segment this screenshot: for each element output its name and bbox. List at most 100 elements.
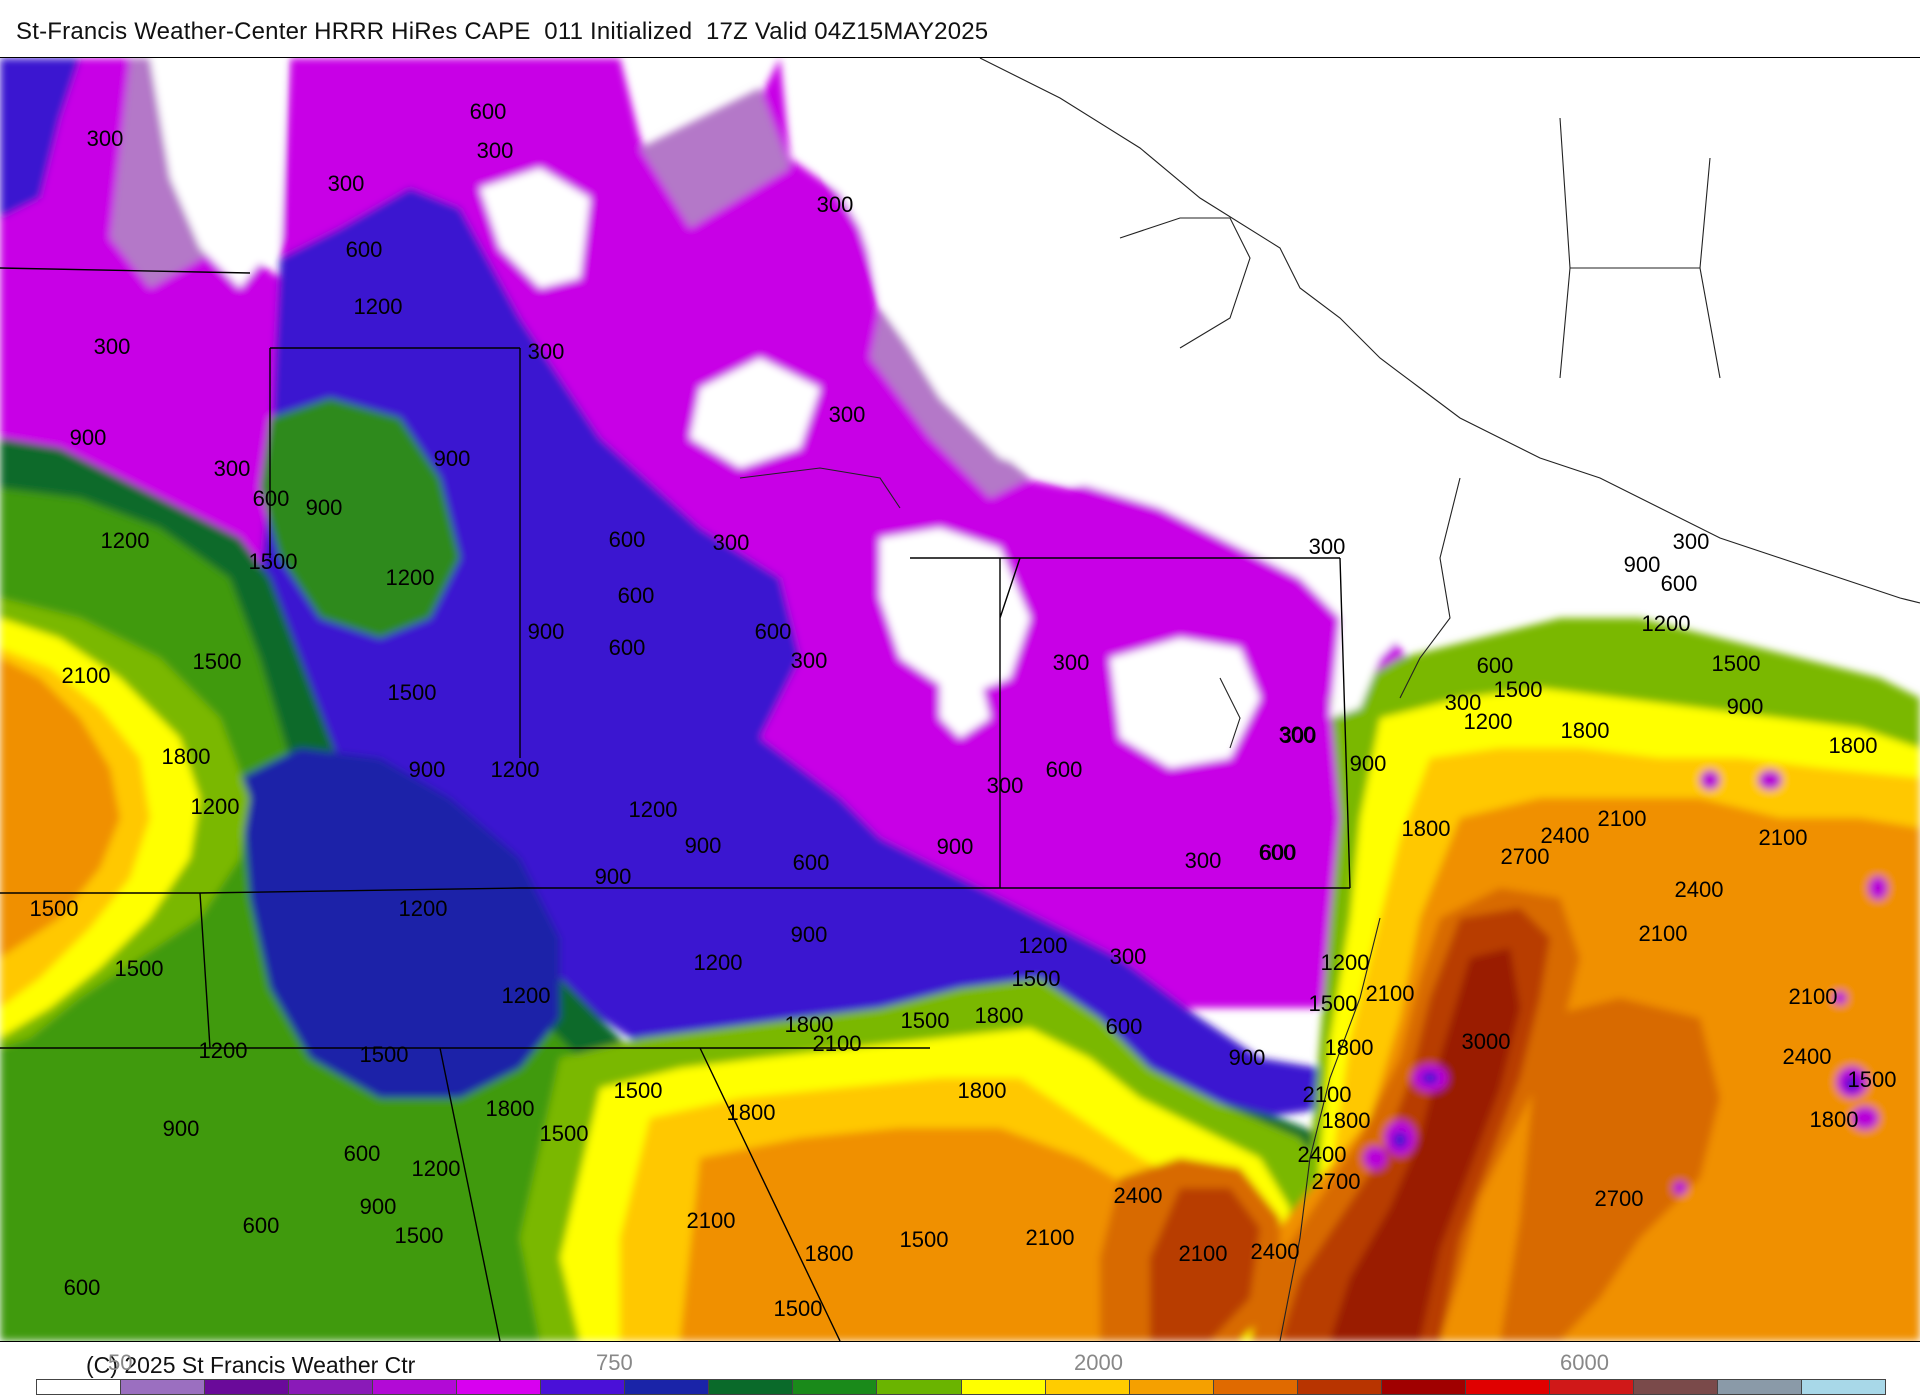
- contour-label: 2100: [1639, 921, 1688, 946]
- contour-label: 2700: [1595, 1186, 1644, 1211]
- contour-label: 1500: [774, 1296, 823, 1321]
- contour-label: 900: [409, 757, 446, 782]
- contour-label: 600: [1260, 840, 1297, 865]
- colorbar-swatch: [1045, 1380, 1130, 1394]
- contour-label: 1500: [614, 1078, 663, 1103]
- contour-label: 2700: [1501, 844, 1550, 869]
- contour-label: 2400: [1783, 1044, 1832, 1069]
- contour-label: 300: [1309, 534, 1346, 559]
- contour-label: 600: [1477, 653, 1514, 678]
- contour-label: 1500: [1848, 1067, 1897, 1092]
- cape-band-green-hills: [260, 398, 460, 638]
- contour-label: 300: [477, 138, 514, 163]
- contour-label: 300: [1279, 722, 1316, 747]
- contour-label: 300: [713, 530, 750, 555]
- contour-label: 300: [94, 334, 131, 359]
- colorbar-swatch: [709, 1380, 794, 1394]
- contour-label: 1800: [1322, 1108, 1371, 1133]
- colorbar-swatch: [1633, 1380, 1718, 1394]
- contour-label: 300: [987, 773, 1024, 798]
- colorbar-swatch: [1717, 1380, 1802, 1394]
- contour-label: 900: [685, 833, 722, 858]
- contour-label: 600: [755, 619, 792, 644]
- contour-label: 1800: [975, 1003, 1024, 1028]
- contour-label: 900: [791, 922, 828, 947]
- contour-label: 900: [1624, 552, 1661, 577]
- contour-label: 600: [470, 99, 507, 124]
- colorbar-swatch: [1801, 1380, 1886, 1394]
- contour-label: 2100: [1179, 1241, 1228, 1266]
- cape-band-blue: [0, 58, 1330, 1118]
- contour-label: 2100: [62, 663, 111, 688]
- colorbar-row: (C) 2025 St Francis Weather Ctr 50 750 2…: [0, 1340, 1920, 1400]
- contour-label: 2100: [687, 1208, 736, 1233]
- contour-label: 2400: [1251, 1239, 1300, 1264]
- copyright: (C) 2025 St Francis Weather Ctr: [86, 1352, 416, 1378]
- contour-label: 2100: [813, 1031, 862, 1056]
- contour-label: 600: [609, 527, 646, 552]
- contour-label: 600: [618, 583, 655, 608]
- cape-map[interactable]: 300 600 300 300 600 300 1200 300 300 300 900 300 900…: [0, 57, 1920, 1342]
- contour-label: 600: [64, 1275, 101, 1300]
- geography-outlines: [0, 58, 1920, 1341]
- contour-label: 600: [243, 1213, 280, 1238]
- contour-label: 1200: [386, 565, 435, 590]
- colorbar-swatch: [1549, 1380, 1634, 1394]
- contour-label: 1800: [727, 1100, 776, 1125]
- contour-label: 1800: [1810, 1107, 1859, 1132]
- contour-label: 1500: [395, 1223, 444, 1248]
- colorbar-swatch: [877, 1380, 962, 1394]
- colorbar-swatch: [373, 1380, 458, 1394]
- colorbar-swatch: [625, 1380, 710, 1394]
- contour-label: 1500: [1309, 991, 1358, 1016]
- contour-label: 300: [1445, 690, 1482, 715]
- contour-label: 1500: [900, 1227, 949, 1252]
- contour-label: 1500: [901, 1008, 950, 1033]
- contour-label: 600: [253, 486, 290, 511]
- contour-label: 2100: [1026, 1225, 1075, 1250]
- colorbar-swatch: [37, 1380, 122, 1394]
- contour-label: 1200: [1019, 933, 1068, 958]
- contour-label: 600: [793, 850, 830, 875]
- contour-label: 900: [434, 446, 471, 471]
- contour-label: 900: [1229, 1045, 1266, 1070]
- colorbar: [36, 1379, 1886, 1395]
- contour-label: 1500: [115, 956, 164, 981]
- contour-label: 300: [1673, 529, 1710, 554]
- contour-label: 300: [87, 126, 124, 151]
- contour-label: 1200: [491, 757, 540, 782]
- cape-none-northeast: [810, 58, 1920, 718]
- contour-label: 300: [817, 192, 854, 217]
- cape-band-darkred-atlantic: [1330, 948, 1520, 1341]
- contour-label: 1500: [1712, 651, 1761, 676]
- contour-label: 1800: [162, 744, 211, 769]
- contour-label: 900: [1727, 694, 1764, 719]
- colorbar-swatch: [121, 1380, 206, 1394]
- contour-label: 1200: [199, 1038, 248, 1063]
- contour-label: 1200: [502, 983, 551, 1008]
- contour-label: 3000: [1462, 1029, 1511, 1054]
- contour-label: 1200: [694, 950, 743, 975]
- colorbar-swatch: [1129, 1380, 1214, 1394]
- contour-label: 900: [360, 1194, 397, 1219]
- contour-label: 1800: [1402, 816, 1451, 841]
- cape-map-canvas: 300 600 300 300 600 300 1200 300 300 300 900 300 900…: [0, 58, 1920, 1341]
- contour-label: 300: [791, 648, 828, 673]
- contour-label: 900: [528, 619, 565, 644]
- tick-label-50: 50: [108, 1350, 133, 1375]
- contour-label: 2100: [1598, 806, 1647, 831]
- contour-label: 600: [1046, 757, 1083, 782]
- contour-label: 1800: [785, 1012, 834, 1037]
- contour-label: 1200: [191, 794, 240, 819]
- contour-label: 1500: [540, 1121, 589, 1146]
- contour-label: 2700: [1312, 1169, 1361, 1194]
- contour-label: 900: [1350, 751, 1387, 776]
- contour-label: 900: [306, 495, 343, 520]
- contour-label: 1800: [805, 1241, 854, 1266]
- cape-none-north-plains: [150, 58, 280, 288]
- contour-label: 300: [528, 339, 565, 364]
- cape-band-navy-central: [240, 748, 560, 1098]
- contour-label: 300: [829, 402, 866, 427]
- contour-label: 1200: [354, 294, 403, 319]
- contour-label: 1200: [629, 797, 678, 822]
